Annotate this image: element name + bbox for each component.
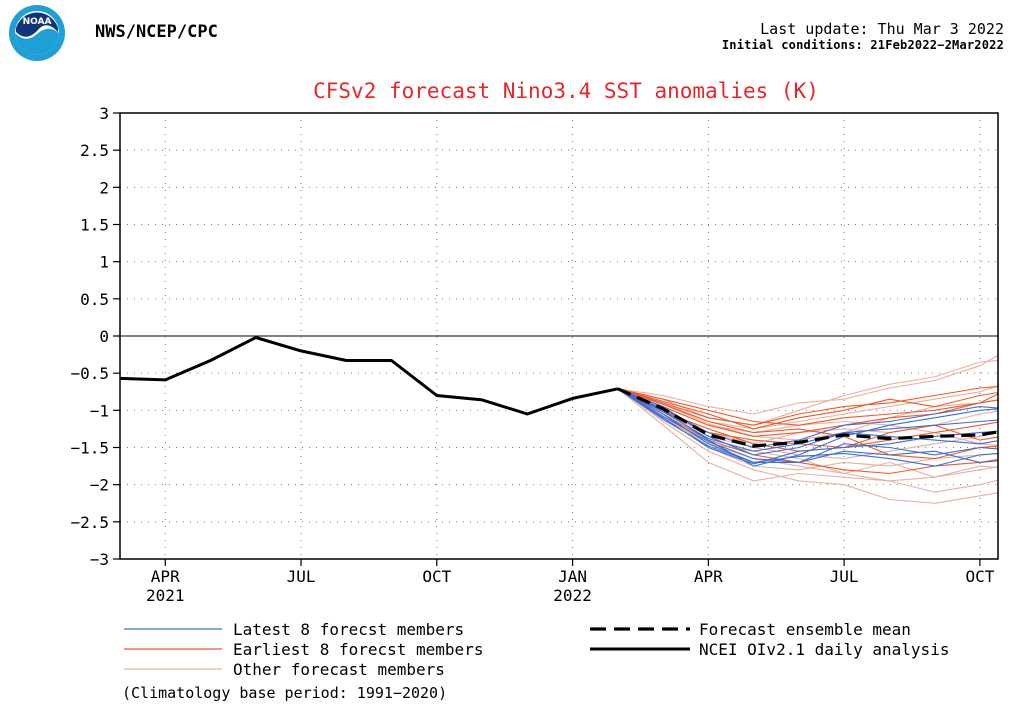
latest-member-line xyxy=(617,388,998,467)
x-tick-label: JUL xyxy=(830,567,859,586)
x-tick-label: JUL xyxy=(287,567,316,586)
legend-label-latest: Latest 8 forecst members xyxy=(233,620,464,639)
y-tick-label: 2.5 xyxy=(80,141,109,160)
y-tick-label: 2 xyxy=(99,178,109,197)
x-tick-label: APR xyxy=(151,567,180,586)
other-member-line xyxy=(617,359,998,426)
y-tick-label: −2.5 xyxy=(70,513,109,532)
other-member-line xyxy=(617,354,998,415)
x-tick-label: OCT xyxy=(422,567,451,586)
ensemble-mean-line xyxy=(617,387,998,448)
y-tick-label: −1.5 xyxy=(70,439,109,458)
last-update: Last update: Thu Mar 3 2022 xyxy=(760,20,1004,38)
y-tick-label: −3 xyxy=(90,550,109,569)
x-tick-label: OCT xyxy=(965,567,994,586)
y-tick-label: 0 xyxy=(99,327,109,346)
other-member-line xyxy=(617,388,998,441)
y-tick-label: 1.5 xyxy=(80,216,109,235)
y-tick-label: 3 xyxy=(99,104,109,123)
y-tick-label: 1 xyxy=(99,253,109,272)
x-tick-year: 2022 xyxy=(553,586,592,605)
earliest-member-line xyxy=(617,385,998,426)
forecast-members xyxy=(617,354,998,504)
earliest-member-line xyxy=(617,388,998,430)
noaa-logo: NOAA xyxy=(9,5,65,61)
agency-label: NWS/NCEP/CPC xyxy=(95,22,218,42)
y-tick-label: −2 xyxy=(90,476,109,495)
other-member-line xyxy=(617,388,998,504)
main-lines xyxy=(120,336,998,448)
legend-label-analysis: NCEI OIv2.1 daily analysis xyxy=(699,640,949,659)
legend-label-other: Other forecast members xyxy=(233,660,445,679)
other-member-line xyxy=(617,388,998,493)
x-tick-year: 2021 xyxy=(146,586,185,605)
earliest-member-line xyxy=(617,388,998,475)
latest-member-line xyxy=(617,388,998,463)
climatology-note: (Climatology base period: 1991−2020) xyxy=(122,684,448,702)
chart-title: CFSv2 forecast Nino3.4 SST anomalies (K) xyxy=(313,79,819,103)
logo-text: NOAA xyxy=(23,17,52,27)
y-tick-label: −1 xyxy=(90,401,109,420)
initial-conditions: Initial conditions: 21Feb2022−2Mar2022 xyxy=(721,38,1004,52)
x-tick-label: JAN xyxy=(558,567,587,586)
logo-wave-icon xyxy=(15,28,59,55)
legend-label-earliest: Earliest 8 forecst members xyxy=(233,640,483,659)
earliest-member-line xyxy=(617,388,998,426)
axes: 32.521.510.50−0.5−1−1.5−2−2.5−3APR2021JU… xyxy=(70,104,994,605)
y-tick-label: 0.5 xyxy=(80,290,109,309)
legend-label-mean: Forecast ensemble mean xyxy=(699,620,911,639)
earliest-member-line xyxy=(617,388,998,437)
x-tick-label: APR xyxy=(694,567,723,586)
y-tick-label: −0.5 xyxy=(70,364,109,383)
analysis-line xyxy=(120,336,619,416)
other-member-line xyxy=(617,385,998,430)
